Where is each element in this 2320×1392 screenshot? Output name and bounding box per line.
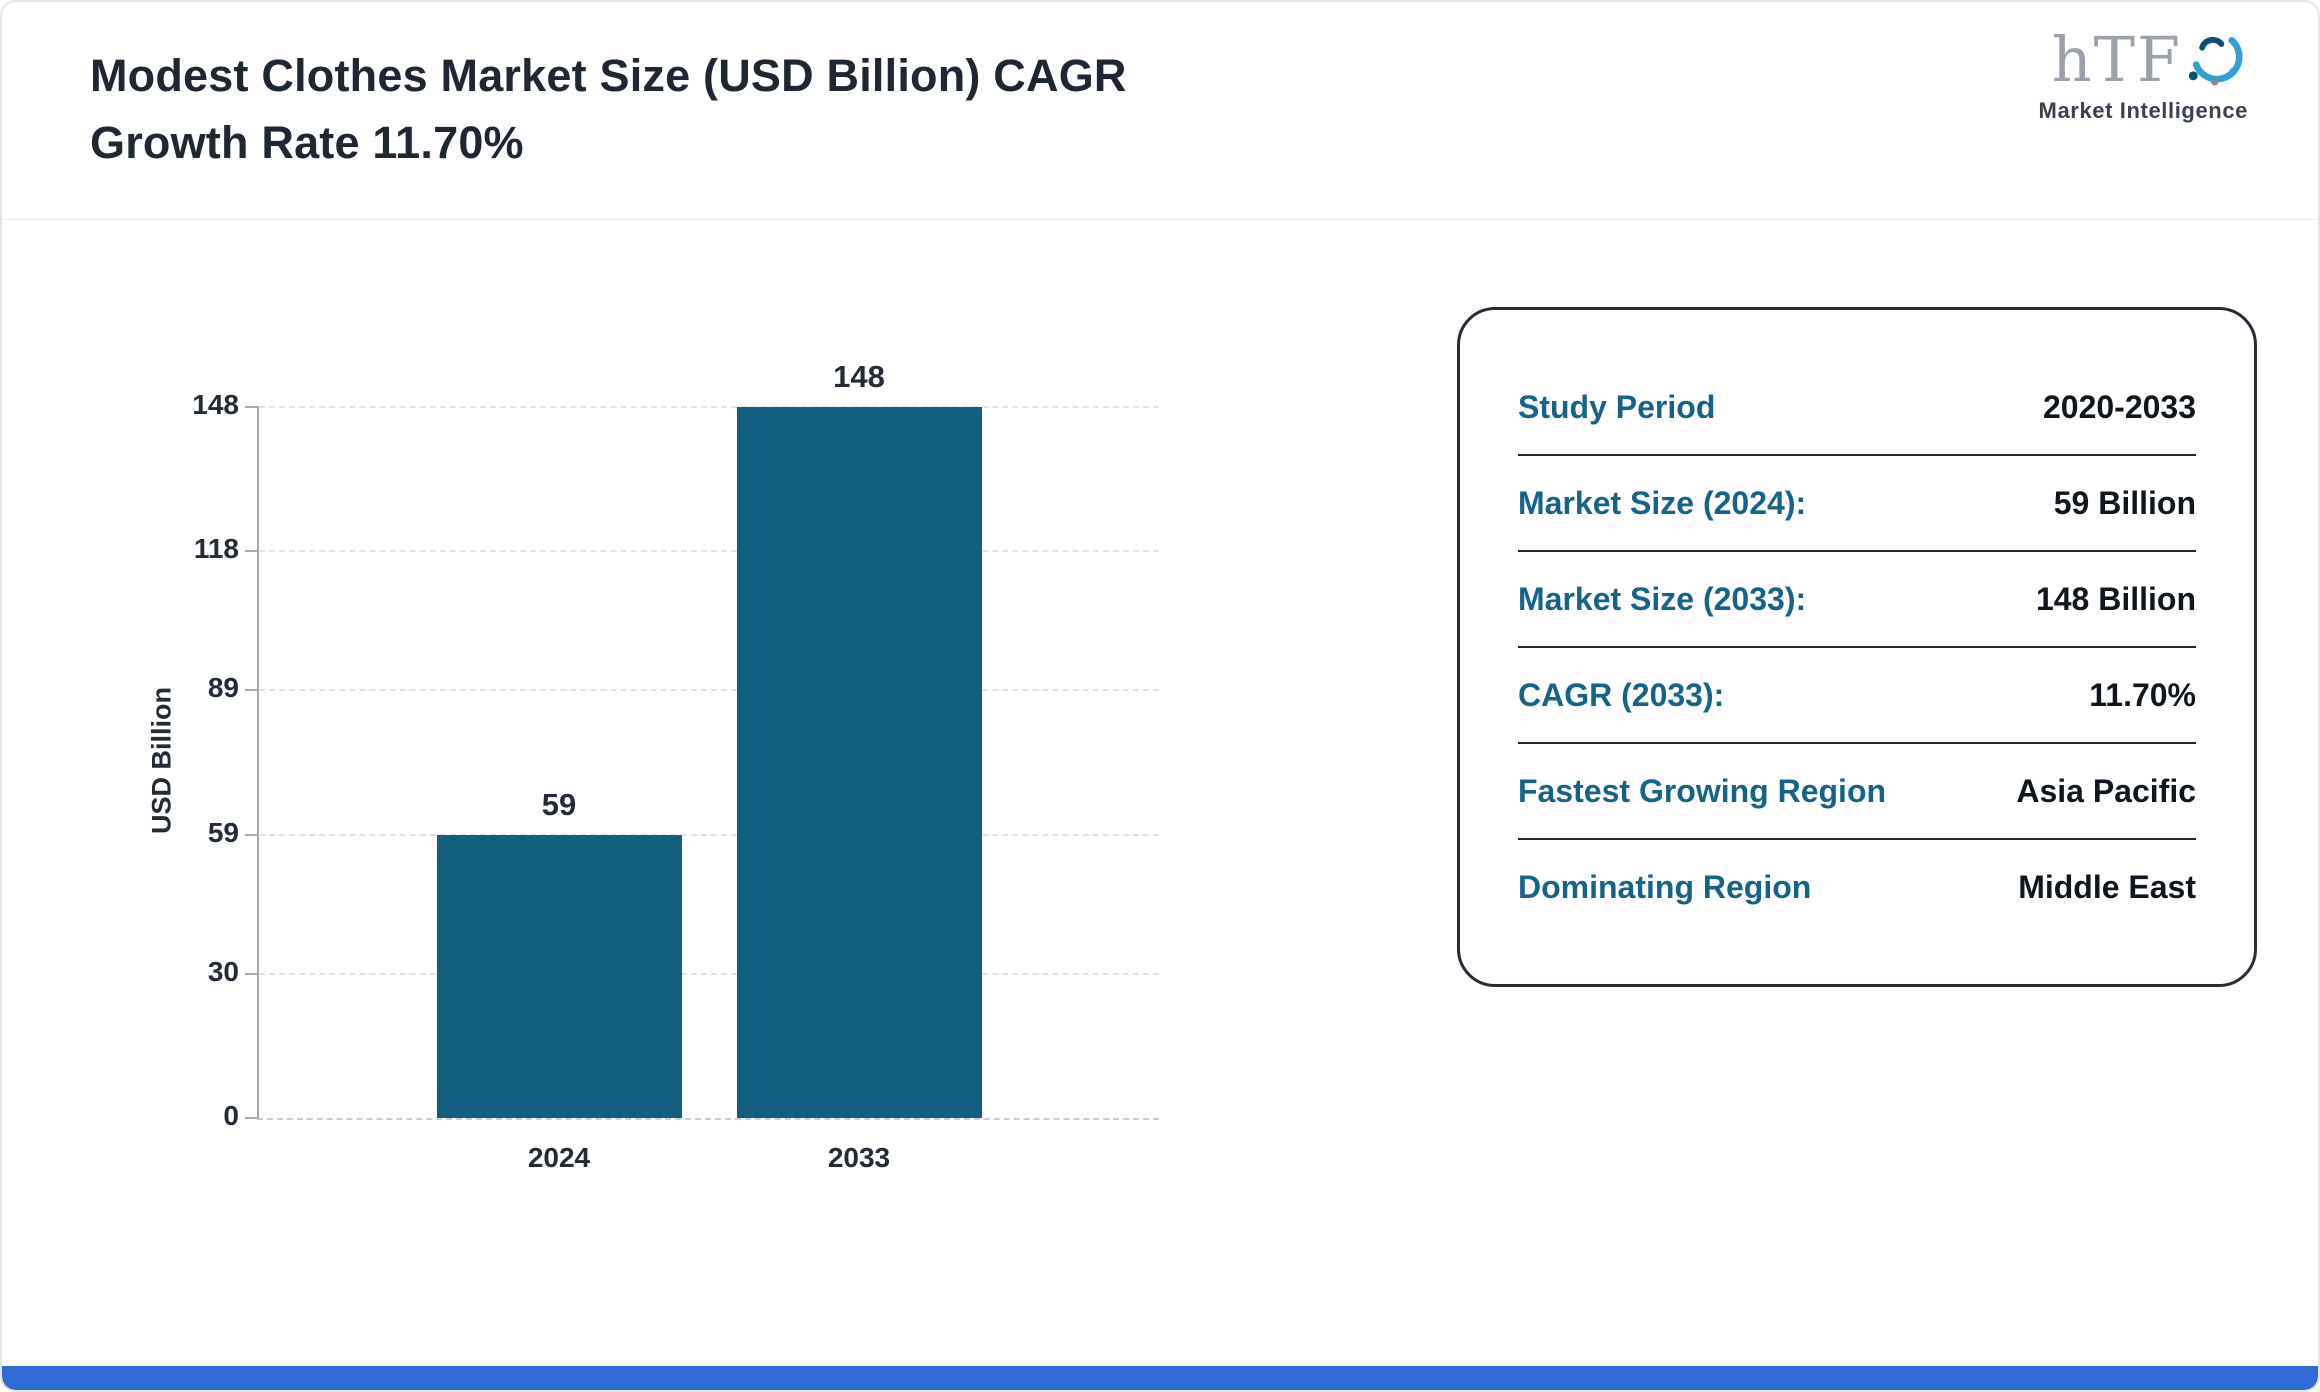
gridline — [259, 550, 1159, 553]
summary-panel: Study Period 2020-2033 Market Size (2024):… — [1457, 307, 2257, 987]
summary-row-value: 148 Billion — [2035, 580, 2196, 617]
logo-text: hTF — [2051, 23, 2182, 96]
gridline — [259, 689, 1159, 692]
htf-logo: hTF Market Intelligence — [2039, 28, 2248, 124]
gridline — [259, 833, 1159, 836]
summary-row: CAGR (2033): 11.70% — [1518, 648, 2196, 744]
summary-row-value: 59 Billion — [2053, 484, 2196, 521]
summary-row-value: 11.70% — [2089, 676, 2196, 713]
title-line-1: Modest Clothes Market Size (USD Billion)… — [90, 50, 1127, 101]
y-tick-label: 0 — [223, 1100, 239, 1131]
logo-mark-row: hTF — [2039, 28, 2248, 98]
y-tick-mark — [245, 406, 259, 408]
y-tick-mark — [245, 833, 259, 836]
summary-row-label: Dominating Region — [1518, 868, 1812, 905]
footer-accent-bar — [2, 1366, 2318, 1390]
bar-value-label: 59 — [541, 787, 577, 822]
summary-row-value: Asia Pacific — [2016, 772, 2196, 809]
logo-tagline: Market Intelligence — [2038, 98, 2248, 123]
summary-row-label: Market Size (2024): — [1518, 484, 1807, 521]
summary-row: Market Size (2024): 59 Billion — [1518, 456, 2196, 552]
summary-row: Market Size (2033): 148 Billion — [1518, 552, 2196, 648]
summary-row-label: CAGR (2033): — [1518, 676, 1725, 713]
gridline — [259, 406, 1159, 408]
bar — [436, 835, 682, 1118]
summary-row-value: 2020-2033 — [2042, 388, 2196, 425]
y-tick-label: 59 — [207, 816, 239, 848]
summary-row-label: Market Size (2033): — [1518, 580, 1807, 617]
title-line-2: Growth Rate 11.70% — [90, 117, 524, 168]
bar-value-label: 148 — [833, 359, 885, 394]
y-tick-mark — [245, 689, 259, 692]
y-tick-mark — [245, 972, 259, 975]
x-tick-label: 2024 — [527, 1142, 591, 1173]
y-tick-label: 148 — [192, 389, 239, 420]
y-tick-mark — [245, 1117, 259, 1119]
gridline — [259, 972, 1159, 975]
summary-row: Study Period 2020-2033 — [1518, 360, 2196, 456]
page-title: Modest Clothes Market Size (USD Billion)… — [90, 42, 1127, 176]
header-divider — [2, 219, 2318, 220]
y-tick-label: 89 — [207, 672, 239, 704]
bar — [736, 407, 982, 1118]
summary-row-label: Study Period — [1518, 388, 1716, 425]
logo-swirl-icon — [2188, 36, 2243, 86]
x-tick-label: 2033 — [827, 1142, 891, 1173]
summary-row-value: Middle East — [2018, 868, 2196, 905]
summary-row-label: Fastest Growing Region — [1518, 772, 1887, 809]
y-tick-mark — [245, 550, 259, 553]
y-tick-label: 30 — [207, 955, 239, 987]
y-tick-label: 118 — [193, 533, 239, 565]
bar-chart-plot: 0 30 59 89 118 148 59 2024 148 2033 — [192, 359, 1159, 1173]
summary-row: Fastest Growing Region Asia Pacific — [1518, 744, 2196, 840]
summary-row: Dominating Region Middle East — [1518, 840, 2196, 934]
